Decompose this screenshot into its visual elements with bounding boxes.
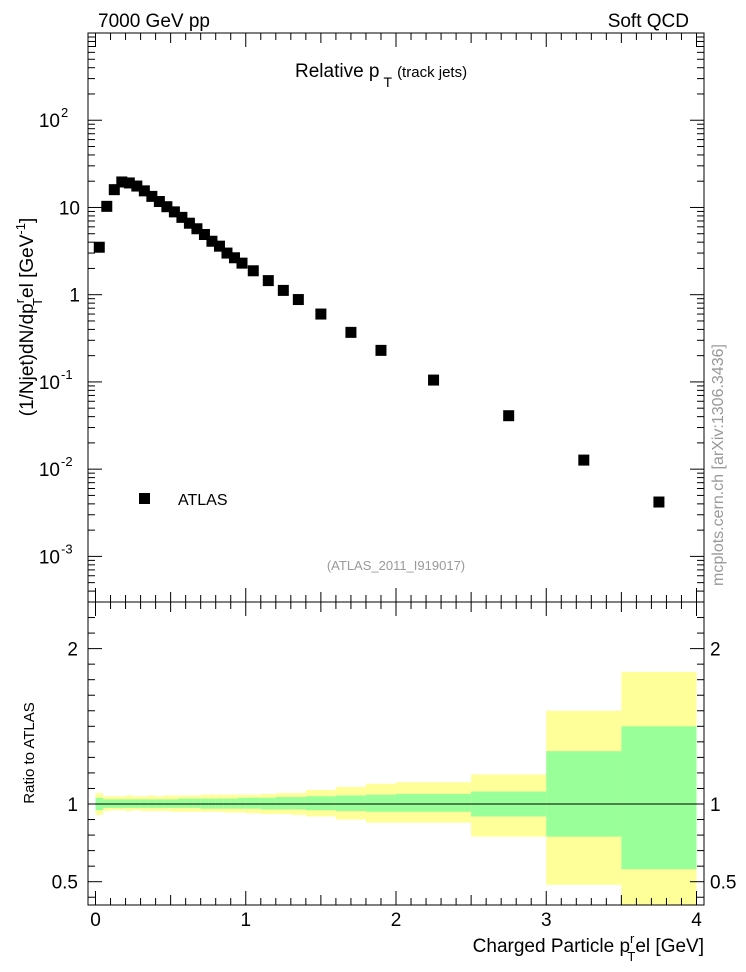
legend-label-atlas: ATLAS — [178, 492, 228, 509]
x-tick-label: 1 — [240, 910, 251, 931]
header-right: Soft QCD — [608, 11, 689, 32]
data-point — [578, 454, 590, 466]
ratio-band-green — [275, 797, 291, 810]
data-point — [262, 275, 274, 287]
data-point — [101, 200, 113, 212]
main-data-points — [93, 176, 665, 508]
ratio-y-tick-label-left: 1 — [67, 795, 78, 816]
data-point — [247, 265, 259, 277]
data-point — [236, 257, 248, 269]
analysis-label: (ATLAS_2011_I919017) — [327, 558, 465, 573]
x-tick-label: 3 — [541, 910, 552, 931]
data-point — [123, 177, 135, 189]
data-point — [176, 211, 188, 223]
main-y-tick-label: 10 — [39, 460, 60, 481]
ratio-band-green — [396, 793, 472, 812]
ratio-panel: 0.5 0.5 1 1 2 2 0 1 2 3 4 Ratio to ATLAS Charged P… — [21, 601, 737, 964]
x-tick-label: 0 — [90, 910, 101, 931]
ratio-y-tick-label-right: 1 — [710, 795, 721, 816]
data-point — [277, 284, 289, 296]
data-point — [161, 201, 173, 213]
ratio-band-green — [621, 726, 697, 870]
data-point — [198, 228, 210, 240]
ratio-band-green — [365, 794, 396, 812]
main-y-tick-label: 1 — [69, 286, 80, 307]
data-point — [428, 374, 440, 386]
data-point — [221, 247, 233, 259]
main-y-tick-exponent: -3 — [61, 541, 73, 556]
ratio-band-green — [193, 798, 201, 808]
data-point — [108, 184, 120, 196]
ratio-ticks — [88, 601, 704, 905]
data-point — [315, 308, 327, 320]
ratio-band-green — [178, 798, 186, 808]
side-label: mcplots.cern.ch [arXiv:1306.3436] — [710, 344, 727, 586]
data-point — [183, 217, 195, 229]
ratio-y-tick-label-left: 0.5 — [52, 873, 78, 894]
legend-marker-atlas — [139, 493, 150, 504]
ratio-y-tick-label-right: 2 — [710, 640, 721, 661]
data-point — [228, 252, 240, 264]
data-point — [168, 206, 180, 218]
x-tick-label: 2 — [391, 910, 402, 931]
main-y-tick-label: 10 — [39, 111, 60, 132]
ratio-band-green — [290, 797, 306, 810]
ratio-y-tick-label-left: 2 — [67, 640, 78, 661]
chart-title: Relative p T(track jets) — [295, 61, 467, 90]
main-y-tick-label: 10 — [39, 373, 60, 394]
ratio-band-green — [546, 751, 622, 837]
data-point — [345, 326, 357, 338]
ratio-band-green — [185, 798, 194, 808]
x-tick-label: 4 — [691, 910, 702, 931]
x-axis-label: Charged Particle pr Tel [GeV] — [473, 931, 704, 964]
data-point — [653, 496, 665, 508]
main-y-tick-label: 10 — [59, 198, 80, 219]
main-y-axis-label: (1/Njet)dN/dpr Tel [GeV-1] — [12, 218, 45, 417]
ratio-band-green — [245, 797, 261, 809]
data-point — [503, 410, 515, 422]
ratio-band-green — [305, 796, 336, 811]
data-point — [153, 196, 165, 208]
ratio-bands — [95, 671, 697, 905]
main-y-tick-exponent: -2 — [61, 454, 73, 469]
ratio-band-green — [335, 795, 366, 811]
data-point — [213, 240, 225, 252]
header-left: 7000 GeV pp — [98, 11, 210, 32]
data-point — [131, 180, 143, 192]
data-point — [191, 223, 203, 235]
ratio-y-axis-label: Ratio to ATLAS — [21, 702, 38, 803]
main-y-tick-label: 10 — [39, 547, 60, 568]
data-point — [138, 185, 150, 197]
data-point — [292, 294, 304, 306]
data-point — [206, 235, 218, 247]
ratio-band-green — [238, 797, 246, 809]
data-point — [146, 190, 158, 202]
main-y-tick-exponent: -1 — [61, 367, 73, 382]
ratio-y-tick-label-right: 0.5 — [710, 873, 736, 894]
data-point — [93, 241, 105, 253]
ratio-tick-labels: 0.5 0.5 1 1 2 2 0 1 2 3 4 — [52, 640, 737, 931]
data-point — [116, 176, 128, 188]
main-y-tick-exponent: 2 — [61, 105, 68, 120]
main-ticks — [88, 32, 704, 603]
data-point — [375, 344, 387, 356]
main-frame — [87, 32, 705, 603]
